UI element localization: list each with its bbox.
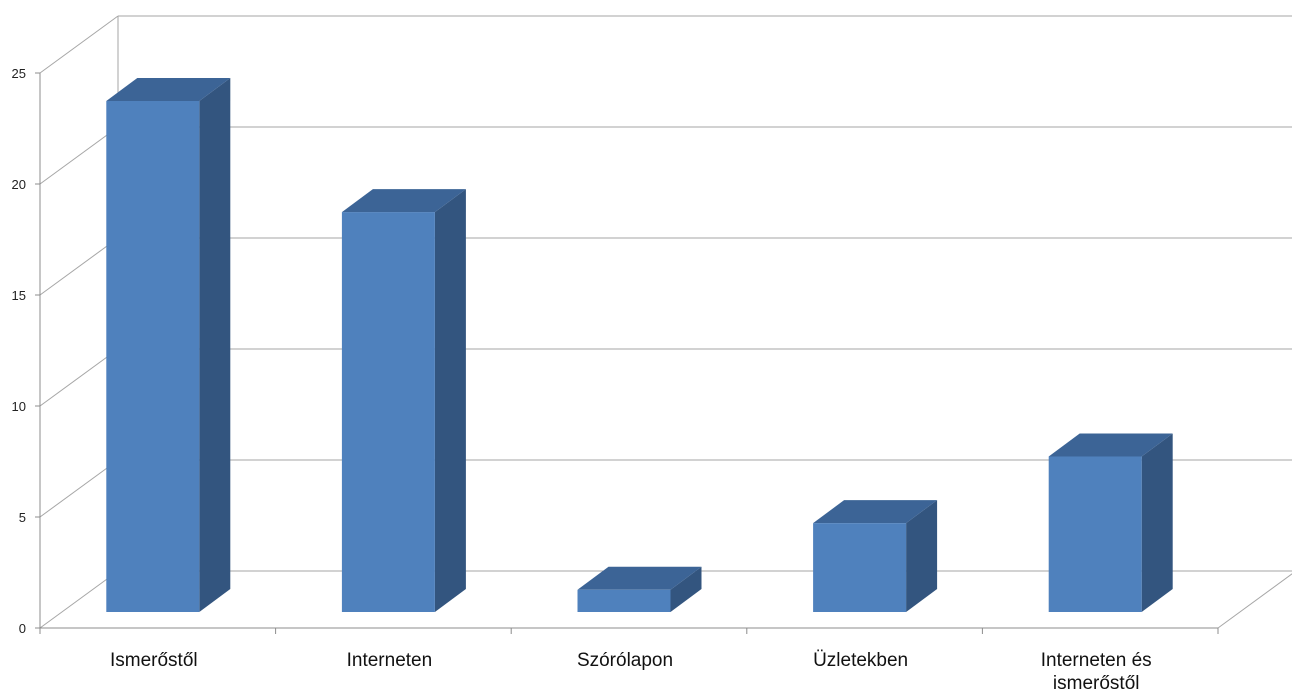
floor-edge [1217,573,1292,629]
bar-top [106,78,231,101]
bar-top [577,566,702,590]
bar-front [1048,456,1142,612]
x-tick-label: Interneten [347,650,433,671]
bar-top [341,189,466,213]
bar-front [341,212,435,612]
bar [813,500,938,612]
y-tick-label: 0 [19,621,26,636]
gridline-diagonal [39,570,119,629]
y-tick-label: 20 [12,177,26,192]
x-tick-label: Ismerőstől [110,650,198,671]
y-tick-label: 15 [12,288,26,303]
gridline-diagonal [39,15,119,74]
y-tick-label: 5 [19,510,26,525]
bar-side [434,189,466,612]
bar-side [199,78,231,612]
bar-top [813,500,938,524]
bar [577,566,702,612]
bar-front [106,101,200,612]
gridline-diagonal [39,459,119,518]
bar [106,78,231,612]
bar-front [577,589,671,612]
axes [35,72,1219,634]
x-tick-label: Szórólapon [577,650,673,671]
gridline-diagonal [39,348,119,407]
y-tick-label: 10 [12,399,26,414]
bar-front [813,523,907,612]
bar [1048,433,1173,612]
bar-side [1141,433,1173,612]
y-tick-label: 25 [12,66,26,81]
x-tick-label: Interneten és ismerőstől [1041,650,1152,693]
bar-top [1048,433,1173,457]
labels: 0 5 10 15 20 25 Ismerőstől Interneten Szórólapon… [12,66,1152,693]
bar-side [906,500,938,612]
x-tick-label: Üzletekben [813,650,908,671]
gridline-diagonal [39,237,119,296]
bar-side [670,566,702,612]
gridline-diagonal [39,126,119,185]
bar [341,189,466,612]
bars [106,78,1173,612]
